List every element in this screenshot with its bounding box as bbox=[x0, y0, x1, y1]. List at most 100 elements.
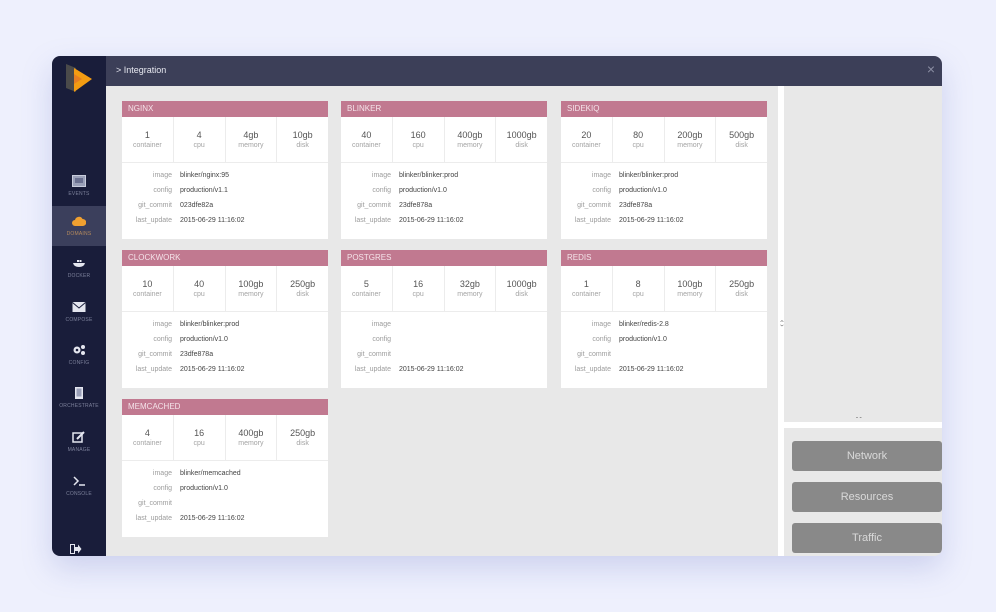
service-card-clockwork[interactable]: CLOCKWORK 10 container 40 cpu 100gb memo… bbox=[122, 250, 328, 388]
sidebar-item-manage[interactable]: MANAGE bbox=[52, 422, 106, 462]
service-card-nginx[interactable]: NGINX 1 container 4 cpu 4gb memory 10gb … bbox=[122, 101, 328, 239]
sidebar-item-compose[interactable]: COMPOSE bbox=[52, 292, 106, 332]
sidebar-item-config[interactable]: CONFIG bbox=[52, 335, 106, 375]
stat-value: 100gb bbox=[677, 278, 703, 289]
sidebar-item-label: EVENTS bbox=[68, 191, 90, 197]
detail-key: config bbox=[372, 187, 391, 194]
detail-row-git_commit: git_commit 23dfe878a bbox=[561, 198, 767, 213]
stat-label: memory bbox=[677, 141, 703, 149]
detail-key: config bbox=[592, 187, 611, 194]
detail-value: blinker/memcached bbox=[180, 470, 241, 477]
detail-row-git_commit: git_commit bbox=[341, 347, 547, 362]
detail-row-image: image blinker/blinker:prod bbox=[341, 168, 547, 183]
gears-icon bbox=[73, 345, 85, 355]
detail-value: blinker/blinker:prod bbox=[619, 172, 679, 179]
detail-key: config bbox=[153, 187, 172, 194]
stat-label: memory bbox=[457, 290, 483, 298]
stat-cpu: 40 cpu bbox=[174, 266, 226, 311]
stat-label: memory bbox=[238, 141, 264, 149]
stat-label: cpu bbox=[632, 141, 644, 149]
detail-key: image bbox=[591, 172, 611, 179]
service-stats: 1 container 4 cpu 4gb memory 10gb disk bbox=[122, 117, 328, 163]
sidebar-item-console[interactable]: CONSOLE bbox=[52, 466, 106, 506]
stat-label: disk bbox=[735, 290, 748, 298]
traffic-button[interactable]: Traffic bbox=[792, 523, 942, 553]
detail-value: blinker/nginx:95 bbox=[180, 172, 230, 179]
detail-row-image: image blinker/redis-2.8 bbox=[561, 317, 767, 332]
service-details: image config git_commit last_update 2015… bbox=[341, 312, 547, 377]
stat-disk: 250gb disk bbox=[716, 266, 767, 311]
detail-value: 23dfe878a bbox=[399, 202, 433, 209]
detail-row-config: config production/v1.0 bbox=[122, 481, 328, 496]
detail-row-git_commit: git_commit bbox=[561, 347, 767, 362]
service-stats: 20 container 80 cpu 200gb memory 500gb d… bbox=[561, 117, 767, 163]
sidebar-item-label: DOMAINS bbox=[66, 231, 92, 237]
splitter-handle-icon[interactable]: ‹ › bbox=[778, 320, 785, 327]
stat-value: 1000gb bbox=[506, 278, 537, 289]
detail-value: blinker/blinker:prod bbox=[399, 172, 459, 179]
detail-row-git_commit: git_commit 023dfe82a bbox=[122, 198, 328, 213]
stat-value: 400gb bbox=[238, 427, 264, 438]
detail-row-config: config production/v1.0 bbox=[561, 183, 767, 198]
sidebar-item-domains[interactable]: DOMAINS bbox=[52, 206, 106, 246]
service-name: NGINX bbox=[122, 101, 328, 117]
sidebar-item-orchestrate[interactable]: ORCHESTRATE bbox=[52, 378, 106, 418]
service-card-postgres[interactable]: POSTGRES 5 container 16 cpu 32gb memory … bbox=[341, 250, 547, 388]
service-name: CLOCKWORK bbox=[122, 250, 328, 266]
logout-icon[interactable] bbox=[70, 544, 82, 554]
service-card-redis[interactable]: REDIS 1 container 8 cpu 100gb memory 250… bbox=[561, 250, 767, 388]
sidebar-item-label: MANAGE bbox=[67, 447, 91, 453]
network-button[interactable]: Network bbox=[792, 441, 942, 471]
sidebar-item-label: DOCKER bbox=[67, 273, 91, 279]
detail-key: config bbox=[372, 336, 391, 343]
service-card-sidekiq[interactable]: SIDEKIQ 20 container 80 cpu 200gb memory… bbox=[561, 101, 767, 239]
right-panel-top bbox=[784, 86, 942, 422]
detail-row-image: image bbox=[341, 317, 547, 332]
close-icon[interactable]: × bbox=[926, 61, 936, 77]
stat-memory: 400gb memory bbox=[445, 117, 497, 162]
stat-label: disk bbox=[296, 141, 309, 149]
stat-memory: 100gb memory bbox=[665, 266, 717, 311]
breadcrumb[interactable]: > Integration bbox=[116, 65, 167, 75]
stat-label: container bbox=[571, 290, 601, 298]
detail-row-config: config production/v1.1 bbox=[122, 183, 328, 198]
topbar: > Integration × bbox=[106, 56, 942, 86]
sidebar-item-docker[interactable]: DOCKER bbox=[52, 248, 106, 288]
stat-disk: 10gb disk bbox=[277, 117, 328, 162]
service-card-memcached[interactable]: MEMCACHED 4 container 16 cpu 400gb memor… bbox=[122, 399, 328, 537]
detail-key: git_commit bbox=[138, 500, 172, 507]
vertical-splitter[interactable] bbox=[778, 86, 784, 556]
events-icon bbox=[72, 175, 86, 187]
stat-value: 4 bbox=[196, 129, 202, 140]
sidebar: EVENTS DOMAINS DOCKER COMPOSE bbox=[52, 56, 106, 556]
horizontal-splitter[interactable] bbox=[784, 422, 942, 428]
detail-row-image: image blinker/blinker:prod bbox=[122, 317, 328, 332]
stat-container: 10 container bbox=[122, 266, 174, 311]
sidebar-item-label: COMPOSE bbox=[65, 317, 93, 323]
service-stats: 5 container 16 cpu 32gb memory 1000gb di… bbox=[341, 266, 547, 312]
resources-button[interactable]: Resources bbox=[792, 482, 942, 512]
stat-cpu: 80 cpu bbox=[613, 117, 665, 162]
sidebar-item-events[interactable]: EVENTS bbox=[52, 166, 106, 206]
stat-disk: 1000gb disk bbox=[496, 117, 547, 162]
stat-label: container bbox=[351, 141, 381, 149]
stat-value: 20 bbox=[581, 129, 592, 140]
stat-label: disk bbox=[515, 141, 528, 149]
detail-key: last_update bbox=[574, 217, 611, 224]
edit-icon bbox=[72, 431, 85, 443]
detail-row-last_update: last_update 2015-06-29 11:16:02 bbox=[122, 213, 328, 228]
service-details: image blinker/blinker:prod config produc… bbox=[122, 312, 328, 377]
stat-label: disk bbox=[735, 141, 748, 149]
h-splitter-handle-icon[interactable]: ˆ ˇ bbox=[856, 418, 862, 424]
detail-key: git_commit bbox=[357, 351, 391, 358]
detail-key: last_update bbox=[574, 366, 611, 373]
service-details: image blinker/blinker:prod config produc… bbox=[561, 163, 767, 228]
service-card-blinker[interactable]: BLINKER 40 container 160 cpu 400gb memor… bbox=[341, 101, 547, 239]
detail-key: git_commit bbox=[577, 351, 611, 358]
detail-key: config bbox=[153, 485, 172, 492]
stat-label: disk bbox=[296, 290, 309, 298]
detail-row-config: config production/v1.0 bbox=[561, 332, 767, 347]
service-details: image blinker/memcached config productio… bbox=[122, 461, 328, 526]
detail-row-last_update: last_update 2015-06-29 11:16:02 bbox=[561, 213, 767, 228]
stat-label: cpu bbox=[412, 141, 424, 149]
